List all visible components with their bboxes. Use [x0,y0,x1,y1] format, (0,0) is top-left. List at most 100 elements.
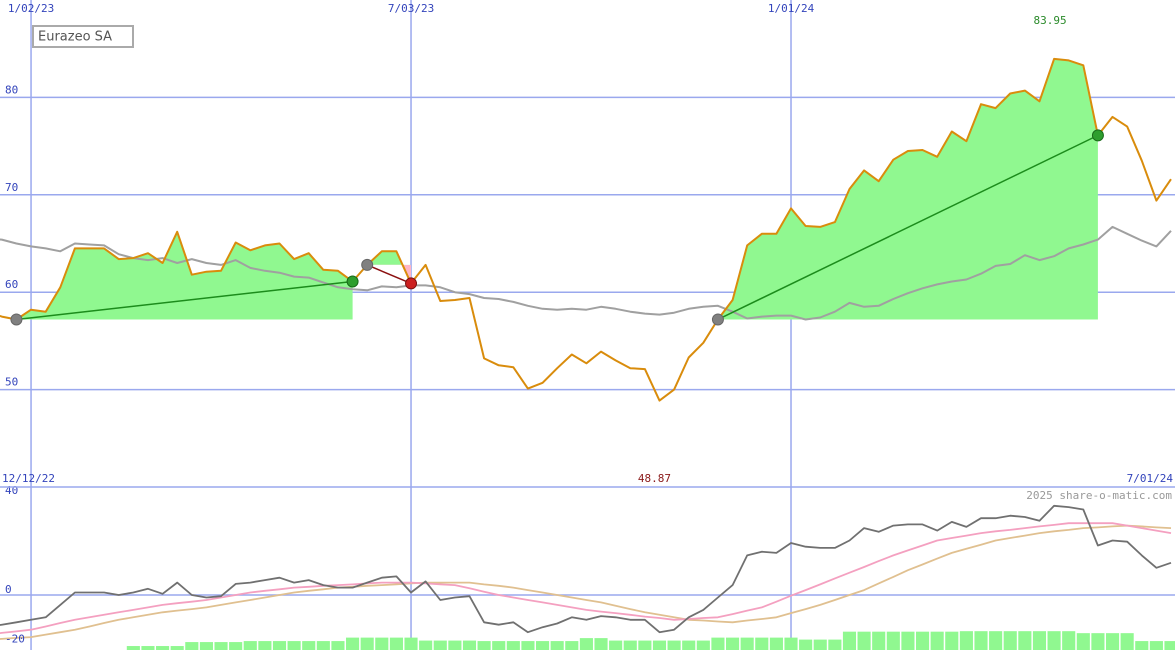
volume-bar [521,641,535,650]
indicator-line [0,504,1172,634]
volume-bar [623,640,637,650]
volume-bar [1076,633,1090,650]
sell-marker [405,277,418,290]
volume-bar [477,641,491,650]
volume-bar [886,631,900,650]
trade-line [717,134,1099,321]
volume-bar [828,639,842,650]
volume-bar [462,640,477,650]
buy-marker [10,313,23,326]
volume-bar [725,637,740,650]
volume-bar [346,637,360,650]
x-tick-label: 7/03/23 [388,2,434,15]
x-tick-label: 1/01/24 [768,2,815,15]
x-tick-label: 7/01/24 [1127,472,1174,485]
price-line [0,57,1172,402]
legend-box [32,25,134,48]
volume-bar [550,641,564,650]
volume-bar [1135,641,1149,650]
volume-bar [799,639,813,650]
buy-marker [361,258,374,271]
credit: 2025 share-o-matic.com [1026,489,1172,502]
legend-label: Eurazeo SA [38,30,112,45]
volume-bar [813,639,827,650]
volume-bar [536,641,550,650]
volume-bar [638,640,652,650]
volume-bar [419,640,433,650]
volume-bar [404,637,418,650]
trade-loss-area [16,319,353,320]
volume-bar [579,638,593,650]
y-tick-label: 0 [5,583,12,596]
trade-line [16,280,353,321]
volume-bar [243,641,257,650]
volume-bar [331,641,345,650]
indicator-line [0,524,1172,640]
volume-bar [1032,631,1047,650]
volume-bar [199,642,213,650]
volume-bar [375,637,389,650]
y-tick-label: 50 [5,376,18,389]
volume-bar [1047,631,1061,650]
volume-bar [1149,641,1163,650]
sell-marker [346,275,359,288]
volume-bar [214,642,228,650]
volume-bar [652,640,667,650]
trade-gain-area [16,231,353,320]
volume-bar [609,640,623,650]
volume-bar [842,631,857,650]
y-tick-label: 60 [5,278,18,291]
volume-bar [360,637,374,650]
indicator-line [0,522,1172,635]
volume-bar [316,641,330,650]
volume-bar [1003,631,1017,650]
y-tick-label: -20 [5,633,25,646]
volume-bar [769,637,783,650]
volume-bar [492,641,506,650]
volume-bar [302,641,316,650]
line-layer [0,57,1172,640]
volume-bar [1062,631,1076,650]
volume-bar [1091,633,1105,650]
volume-bar [565,641,579,650]
volume-bar [287,641,301,650]
x-tick-label: 12/12/22 [2,472,55,485]
volume-bar [989,631,1003,650]
fill-layer [16,58,1175,650]
volume-bar [126,646,140,650]
volume-bar [755,637,769,650]
volume-bar [258,641,272,650]
high-label: 83.95 [1034,14,1067,27]
volume-bar [170,646,184,650]
y-tick-label: 40 [5,484,18,497]
buy-marker [711,313,724,326]
sell-marker [1091,129,1104,142]
volume-bar [711,637,725,650]
volume-bar [682,640,696,650]
volume-bar [272,641,287,650]
volume-bar [740,637,754,650]
trade-line [366,264,412,285]
moving-average-line [0,225,1172,321]
volume-bar [1120,633,1134,650]
volume-bar [784,637,798,650]
volume-bar [448,640,462,650]
volume-bar [930,631,944,650]
volume-bar [229,642,243,650]
y-tick-label: 80 [5,83,18,96]
volume-bar [667,640,681,650]
volume-bar [156,646,170,650]
volume-bar [389,637,403,650]
volume-bar [594,638,608,650]
x-tick-label: 1/02/23 [8,2,54,15]
volume-bar [1018,631,1032,650]
volume-bar [915,631,930,650]
volume-bar [1164,641,1175,650]
volume-bar [974,631,988,650]
volume-bar [945,631,959,650]
trade-gain-area [717,58,1098,320]
